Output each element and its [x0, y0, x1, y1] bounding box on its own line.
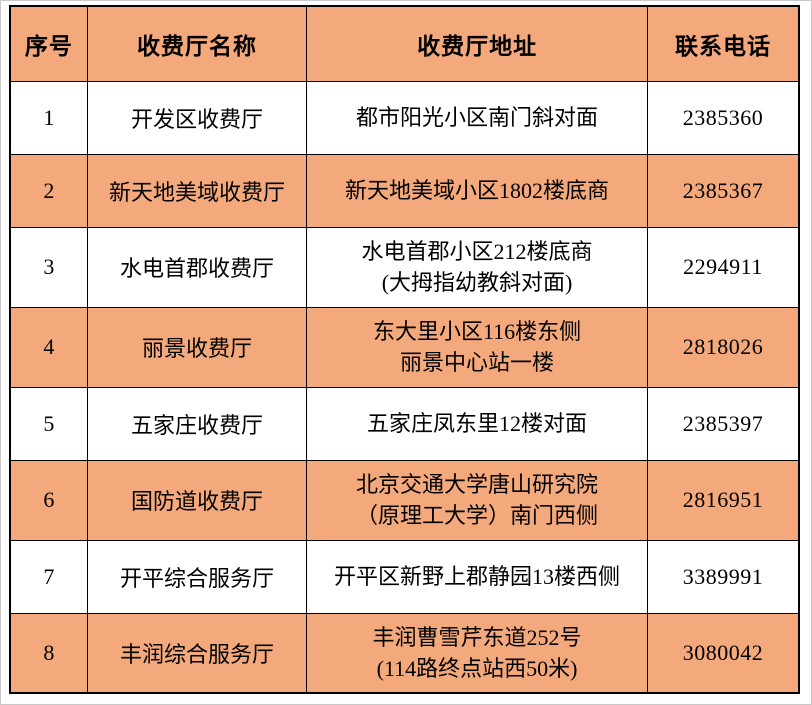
fee-hall-table: 序号 收费厅名称 收费厅地址 联系电话 1 开发区收费厅 都市阳光小区南门斜对面 23853…: [9, 5, 800, 694]
cell-name: 五家庄收费厅: [86, 386, 308, 461]
cell-phone: 3389991: [646, 539, 800, 614]
cell-address: 东大里小区116楼东侧 丽景中心站一楼: [306, 306, 648, 388]
cell-address: 新天地美域小区1802楼底商: [306, 153, 648, 228]
table-row: 6 国防道收费厅 北京交通大学唐山研究院 （原理工大学）南门西侧 2816951: [9, 459, 800, 541]
cell-phone: 2385367: [646, 153, 800, 228]
address-line: 五家庄凤东里12楼对面: [367, 411, 588, 436]
cell-no: 5: [9, 386, 88, 461]
table-row: 7 开平综合服务厅 开平区新野上郡静园13楼西侧 3389991: [9, 539, 800, 614]
cell-address: 都市阳光小区南门斜对面: [306, 80, 648, 155]
cell-name: 开发区收费厅: [86, 80, 308, 155]
header-cell-address: 收费厅地址: [306, 5, 648, 82]
cell-no: 7: [9, 539, 88, 614]
cell-phone: 3080042: [646, 612, 800, 694]
table-row: 8 丰润综合服务厅 丰润曹雪芹东道252号 (114路终点站西50米) 3080042: [9, 612, 800, 694]
cell-address: 丰润曹雪芹东道252号 (114路终点站西50米): [306, 612, 648, 694]
cell-no: 1: [9, 80, 88, 155]
table-row: 3 水电首郡收费厅 水电首郡小区212楼底商 (大拇指幼教斜对面) 2294911: [9, 226, 800, 308]
cell-phone: 2385360: [646, 80, 800, 155]
cell-address: 水电首郡小区212楼底商 (大拇指幼教斜对面): [306, 226, 648, 308]
address-line: 新天地美域小区1802楼底商: [345, 178, 610, 203]
header-cell-phone: 联系电话: [646, 5, 800, 82]
table-row: 1 开发区收费厅 都市阳光小区南门斜对面 2385360: [9, 80, 800, 155]
cell-name: 丽景收费厅: [86, 306, 308, 388]
address-line: 开平区新野上郡静园13楼西侧: [334, 564, 621, 589]
cell-name: 丰润综合服务厅: [86, 612, 308, 694]
table-header-row: 序号 收费厅名称 收费厅地址 联系电话: [9, 5, 800, 82]
cell-no: 6: [9, 459, 88, 541]
cell-phone: 2816951: [646, 459, 800, 541]
address-line: 北京交通大学唐山研究院: [356, 472, 599, 497]
table-row: 5 五家庄收费厅 五家庄凤东里12楼对面 2385397: [9, 386, 800, 461]
cell-address: 北京交通大学唐山研究院 （原理工大学）南门西侧: [306, 459, 648, 541]
cell-name: 水电首郡收费厅: [86, 226, 308, 308]
table-row: 4 丽景收费厅 东大里小区116楼东侧 丽景中心站一楼 2818026: [9, 306, 800, 388]
address-line: 丰润曹雪芹东道252号: [372, 624, 582, 650]
address-line: (大拇指幼教斜对面): [381, 270, 573, 295]
address-line: 水电首郡小区212楼底商: [361, 239, 593, 264]
address-line: 东大里小区116楼东侧: [372, 319, 582, 344]
cell-phone: 2385397: [646, 386, 800, 461]
address-line: 丽景中心站一楼: [400, 350, 555, 375]
address-line: 都市阳光小区南门斜对面: [356, 105, 599, 130]
header-cell-name: 收费厅名称: [86, 5, 308, 82]
cell-no: 2: [9, 153, 88, 228]
cell-address: 开平区新野上郡静园13楼西侧: [306, 539, 648, 614]
header-cell-no: 序号: [9, 5, 88, 82]
cell-no: 4: [9, 306, 88, 388]
cell-address: 五家庄凤东里12楼对面: [306, 386, 648, 461]
table-row: 2 新天地美域收费厅 新天地美域小区1802楼底商 2385367: [9, 153, 800, 228]
address-line: （原理工大学）南门西侧: [356, 503, 599, 528]
cell-name: 国防道收费厅: [86, 459, 308, 541]
table-body: 1 开发区收费厅 都市阳光小区南门斜对面 2385360 2 新天地美域收费厅 新天地美域小…: [9, 80, 800, 694]
cell-phone: 2294911: [646, 226, 800, 308]
cell-phone: 2818026: [646, 306, 800, 388]
cell-name: 新天地美域收费厅: [86, 153, 308, 228]
cell-no: 8: [9, 612, 88, 694]
cell-name: 开平综合服务厅: [86, 539, 308, 614]
cell-no: 3: [9, 226, 88, 308]
address-line: (114路终点站西50米): [376, 655, 578, 681]
